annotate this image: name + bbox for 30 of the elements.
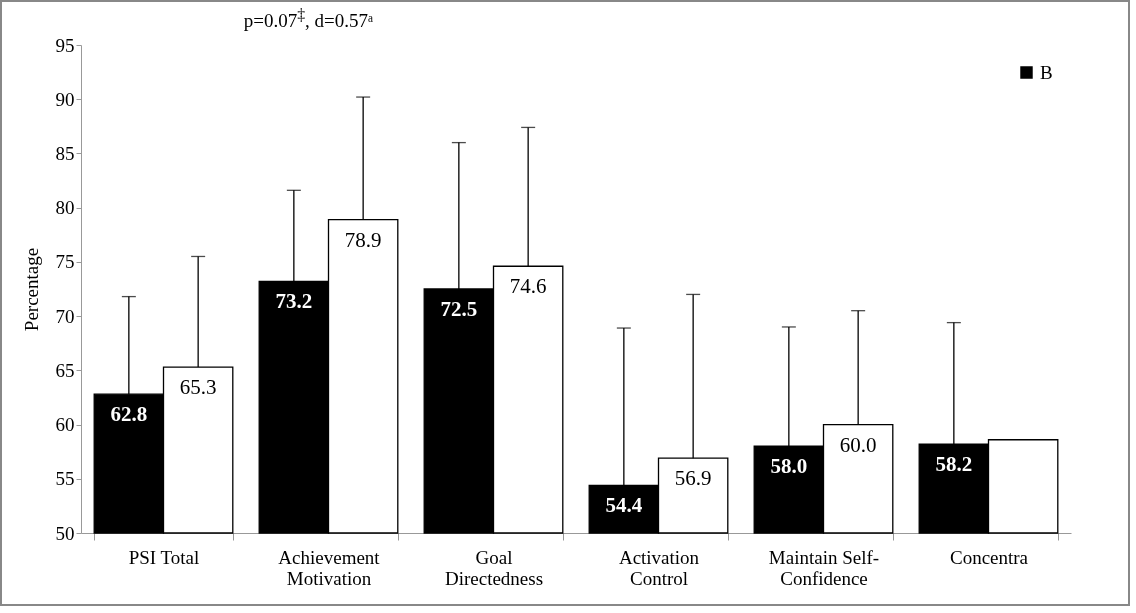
x-tick-label: Goal Directedness [444, 546, 544, 589]
x-tick-label: PSI Total [128, 546, 200, 568]
data-label: 74.6 [509, 274, 547, 299]
x-tick-label: Activation Control [618, 546, 700, 589]
y-tick-label: 80 [55, 197, 75, 219]
data-label: 58.2 [935, 452, 973, 477]
text: p=0.07$^{‡}$, d=0.57ᵃ [243, 5, 374, 32]
y-tick-label: 50 [55, 522, 75, 544]
y-tick-label: 75 [55, 251, 75, 273]
y-tick-label: 60 [55, 414, 75, 436]
data-label: 60.0 [839, 432, 877, 457]
y-tick-label: 85 [55, 142, 75, 164]
data-label: 62.8 [110, 402, 148, 427]
x-tick-label: Concentra [949, 546, 1029, 568]
data-label: 56.9 [674, 466, 712, 491]
x-tick-label: Maintain Self-Confidence [768, 546, 880, 589]
y-tick-label: 70 [55, 305, 75, 327]
data-label: 78.9 [344, 227, 382, 252]
y-tick-label: 55 [55, 468, 75, 490]
y-tick-label: 95 [55, 34, 75, 56]
y-axis-title: Percentage [20, 247, 42, 332]
y-tick-label: 65 [55, 359, 75, 381]
data-label: 73.2 [275, 289, 313, 314]
data-label: 58.0 [770, 454, 808, 479]
data-label: 54.4 [605, 493, 643, 518]
legend-label: B [1040, 61, 1053, 83]
y-tick-label: 90 [55, 88, 75, 110]
x-tick-label: Achievement Motivation [278, 546, 381, 589]
data-label: 72.5 [440, 297, 478, 321]
data-label: 65.3 [179, 375, 217, 400]
